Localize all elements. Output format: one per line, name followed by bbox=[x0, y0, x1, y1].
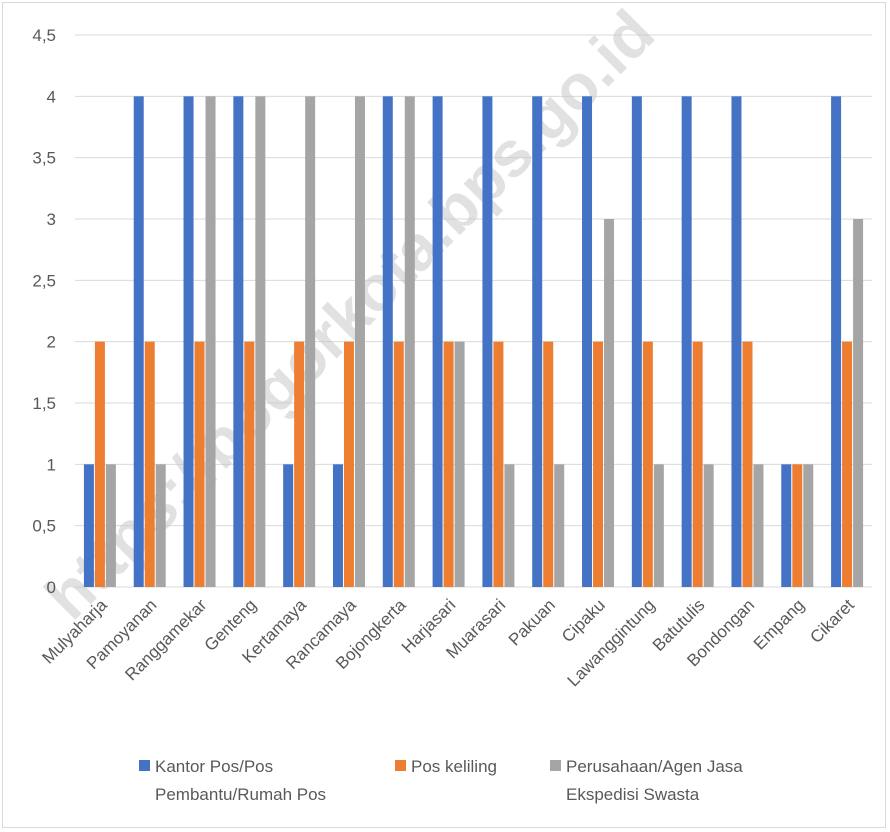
legend-swatch bbox=[550, 760, 561, 771]
bar-empang-series-2 bbox=[792, 464, 803, 587]
x-tick-label: Pakuan bbox=[505, 595, 559, 649]
bar-cipaku-series-2 bbox=[593, 341, 604, 587]
y-tick-label: 3,5 bbox=[32, 149, 56, 168]
bar-harjasari-series-3 bbox=[454, 341, 465, 587]
bar-bojongkerta-series-3 bbox=[404, 96, 415, 587]
legend: Kantor Pos/Pos Pembantu/Rumah Pos Pos keli… bbox=[139, 757, 743, 804]
bar-genteng-series-2 bbox=[244, 341, 255, 587]
bar-rancamaya-series-3 bbox=[354, 96, 365, 587]
bar-bondongan-series-2 bbox=[742, 341, 753, 587]
legend-label: Kantor Pos/Pos bbox=[155, 757, 273, 776]
bar-batutulis-series-2 bbox=[692, 341, 703, 587]
legend-swatch bbox=[139, 760, 150, 771]
legend-swatch bbox=[395, 760, 406, 771]
bar-lawanggintung-series-2 bbox=[642, 341, 653, 587]
bar-muarasari-series-3 bbox=[504, 464, 515, 587]
bar-muarasari-series-2 bbox=[493, 341, 504, 587]
bar-harjasari-series-1 bbox=[432, 96, 443, 587]
bar-rancamaya-series-2 bbox=[343, 341, 354, 587]
bar-empang-series-1 bbox=[781, 464, 792, 587]
y-axis-tick-labels: 0 0,5 1 1,5 2 2,5 3 3,5 4 4,5 bbox=[32, 26, 56, 597]
bar-pamoyanan-series-2 bbox=[144, 341, 155, 587]
x-tick-label: Cikaret bbox=[806, 595, 858, 647]
bar-mulyaharja-series-3 bbox=[105, 464, 116, 587]
bar-kertamaya-series-1 bbox=[283, 464, 294, 587]
y-tick-label: 4 bbox=[47, 87, 56, 106]
bar-mulyaharja-series-2 bbox=[94, 341, 105, 587]
x-tick-label: Lawanggintung bbox=[564, 595, 659, 690]
y-tick-label: 4,5 bbox=[32, 26, 56, 45]
bar-cikaret-series-1 bbox=[831, 96, 842, 587]
bar-cipaku-series-3 bbox=[604, 219, 615, 587]
x-tick-label: Empang bbox=[750, 595, 808, 653]
bar-pamoyanan-series-1 bbox=[133, 96, 144, 587]
y-tick-label: 2 bbox=[47, 333, 56, 352]
bar-batutulis-series-1 bbox=[681, 96, 692, 587]
bar-cipaku-series-1 bbox=[582, 96, 593, 587]
legend-label: Perusahaan/Agen Jasa bbox=[566, 757, 743, 776]
bar-lawanggintung-series-1 bbox=[631, 96, 642, 587]
bar-bondongan-series-3 bbox=[753, 464, 764, 587]
bar-genteng-series-1 bbox=[233, 96, 244, 587]
bar-bojongkerta-series-2 bbox=[393, 341, 404, 587]
legend-label: Ekspedisi Swasta bbox=[566, 785, 700, 804]
y-tick-label: 3 bbox=[47, 210, 56, 229]
bar-pakuan-series-3 bbox=[554, 464, 565, 587]
x-axis-tick-labels: MulyaharjaPamoyananRanggamekarGentengKer… bbox=[38, 595, 858, 690]
bar-pakuan-series-2 bbox=[543, 341, 554, 587]
bar-kertamaya-series-2 bbox=[294, 341, 305, 587]
bar-ranggamekar-series-1 bbox=[183, 96, 194, 587]
bar-harjasari-series-2 bbox=[443, 341, 454, 587]
y-tick-label: 0 bbox=[47, 578, 56, 597]
y-tick-label: 1 bbox=[47, 455, 56, 474]
bar-mulyaharja-series-1 bbox=[83, 464, 94, 587]
bar-bojongkerta-series-1 bbox=[382, 96, 393, 587]
bar-empang-series-3 bbox=[803, 464, 814, 587]
bar-ranggamekar-series-3 bbox=[205, 96, 216, 587]
legend-label: Pos keliling bbox=[411, 757, 497, 776]
bar-pamoyanan-series-3 bbox=[155, 464, 166, 587]
bar-lawanggintung-series-3 bbox=[653, 464, 664, 587]
bars bbox=[83, 96, 864, 587]
bar-pakuan-series-1 bbox=[532, 96, 543, 587]
bar-rancamaya-series-1 bbox=[332, 464, 343, 587]
bar-muarasari-series-1 bbox=[482, 96, 493, 587]
bar-cikaret-series-3 bbox=[853, 219, 864, 587]
bar-kertamaya-series-3 bbox=[305, 96, 316, 587]
y-tick-label: 0,5 bbox=[32, 517, 56, 536]
y-tick-label: 1,5 bbox=[32, 394, 56, 413]
bar-ranggamekar-series-2 bbox=[194, 341, 205, 587]
legend-label: Pembantu/Rumah Pos bbox=[155, 785, 326, 804]
bar-batutulis-series-3 bbox=[703, 464, 714, 587]
y-tick-label: 2,5 bbox=[32, 271, 56, 290]
bar-bondongan-series-1 bbox=[731, 96, 742, 587]
bar-genteng-series-3 bbox=[255, 96, 266, 587]
bar-cikaret-series-2 bbox=[842, 341, 853, 587]
